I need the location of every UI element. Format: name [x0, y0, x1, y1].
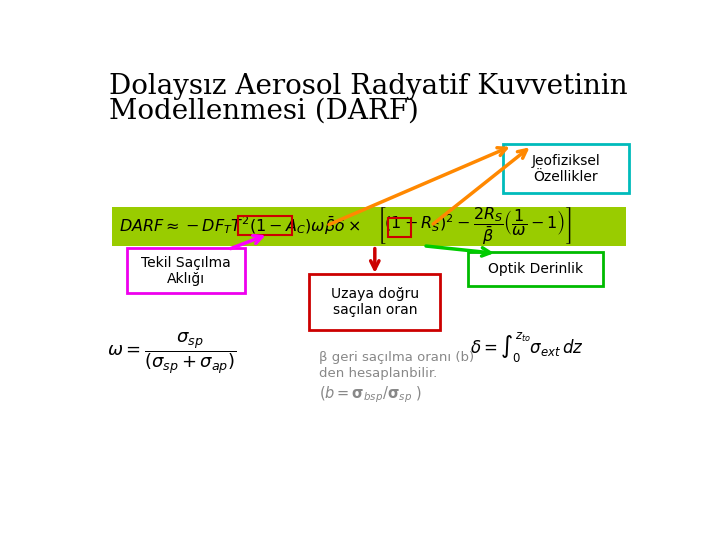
Text: $\delta = \int_0^{z_{to}} \sigma_{ext}\,dz$: $\delta = \int_0^{z_{to}} \sigma_{ext}\,…	[469, 330, 583, 365]
Text: $(b = \mathbf{\sigma}_{bsp}/\mathbf{\sigma}_{sp}$ ): $(b = \mathbf{\sigma}_{bsp}/\mathbf{\sig…	[319, 384, 422, 405]
FancyBboxPatch shape	[468, 252, 603, 286]
Text: Jeofiziksel
Özellikler: Jeofiziksel Özellikler	[531, 154, 600, 184]
Text: Optik Derinlik: Optik Derinlik	[488, 262, 583, 276]
Text: Uzaya doğru
saçılan oran: Uzaya doğru saçılan oran	[330, 287, 419, 317]
FancyBboxPatch shape	[112, 207, 626, 246]
Text: Tekil Saçılma
Aklığı: Tekil Saçılma Aklığı	[141, 255, 231, 286]
Text: $\omega = \dfrac{\sigma_{sp}}{(\sigma_{sp}+\sigma_{ap})}$: $\omega = \dfrac{\sigma_{sp}}{(\sigma_{s…	[107, 330, 236, 376]
Text: Modellenmesi (DARF): Modellenmesi (DARF)	[109, 97, 419, 124]
FancyBboxPatch shape	[127, 248, 245, 294]
FancyBboxPatch shape	[503, 144, 629, 193]
Text: β geri saçılma oranı (b): β geri saçılma oranı (b)	[319, 351, 474, 364]
Text: $DARF \approx -DF_T T^2(1-A_C)\omega\bar{\beta}\delta\times$: $DARF \approx -DF_T T^2(1-A_C)\omega\bar…	[120, 214, 361, 237]
Text: den hesaplanbilir.: den hesaplanbilir.	[319, 367, 437, 380]
Text: Dolaysız Aerosol Radyatif Kuvvetinin: Dolaysız Aerosol Radyatif Kuvvetinin	[109, 72, 628, 99]
FancyBboxPatch shape	[310, 274, 441, 330]
Text: $\left[(1-R_S)^2 - \dfrac{2R_S}{\bar{\beta}}\left(\dfrac{1}{\omega}-1\right)\rig: $\left[(1-R_S)^2 - \dfrac{2R_S}{\bar{\be…	[377, 205, 571, 247]
